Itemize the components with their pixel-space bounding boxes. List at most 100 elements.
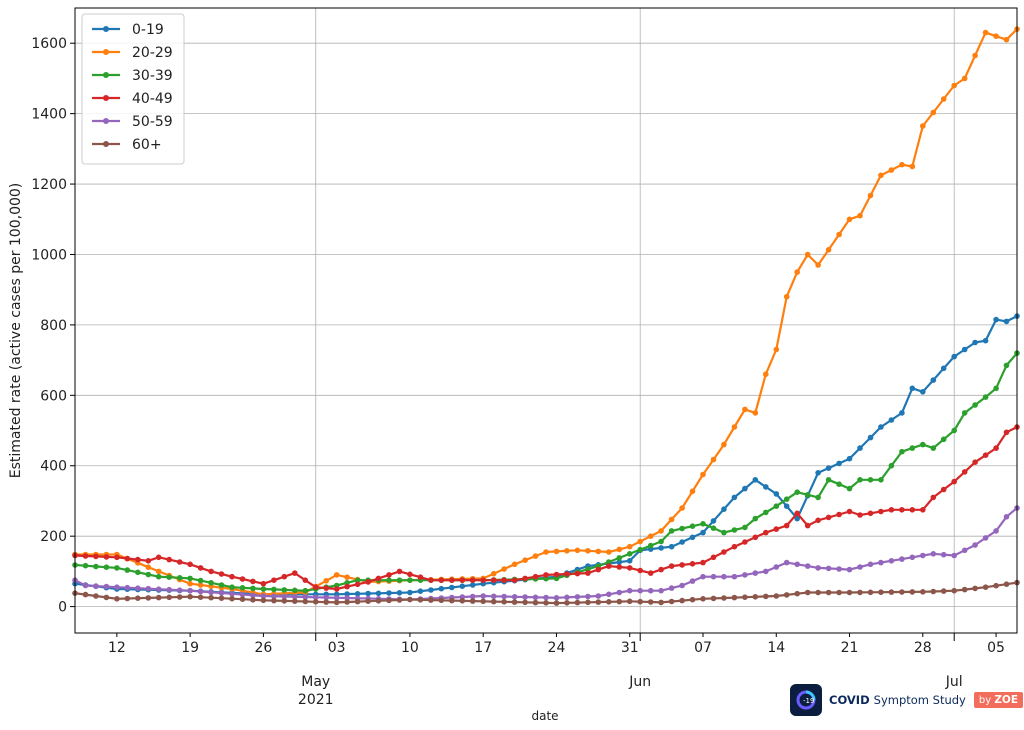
x-tick-label: 21 <box>841 640 859 656</box>
data-point <box>135 556 141 563</box>
data-point <box>522 557 528 563</box>
data-point <box>637 546 643 553</box>
data-point <box>616 589 623 596</box>
data-point <box>354 591 361 597</box>
data-point <box>250 592 256 599</box>
legend-marker <box>103 26 109 32</box>
data-point <box>857 589 863 596</box>
data-point <box>564 548 570 554</box>
data-point <box>668 543 675 550</box>
data-point <box>888 417 895 423</box>
data-point <box>281 598 288 604</box>
data-point <box>386 590 392 596</box>
data-point <box>407 596 413 603</box>
data-point <box>647 587 654 594</box>
data-point <box>951 587 957 594</box>
data-point <box>292 594 298 600</box>
data-point <box>218 582 225 588</box>
data-point <box>679 582 685 589</box>
data-point <box>731 573 738 580</box>
data-point <box>867 510 874 517</box>
data-point <box>82 562 89 569</box>
data-point <box>742 539 748 545</box>
data-point <box>637 538 643 545</box>
data-point <box>867 434 874 441</box>
data-point <box>522 575 528 582</box>
data-point <box>323 599 330 605</box>
data-point <box>626 598 633 605</box>
data-point <box>867 477 874 483</box>
data-point <box>145 558 152 564</box>
data-point <box>763 568 769 575</box>
data-point <box>333 595 340 601</box>
data-point <box>899 161 905 168</box>
data-point <box>354 598 361 605</box>
data-point <box>972 339 978 346</box>
data-point <box>239 591 246 598</box>
x-tick-label: 31 <box>621 640 639 656</box>
data-point <box>721 595 727 601</box>
data-point <box>815 470 821 476</box>
data-point <box>930 588 937 595</box>
data-point <box>407 589 413 596</box>
data-point <box>857 477 863 483</box>
data-point <box>543 594 549 601</box>
data-point <box>543 549 549 555</box>
data-point <box>197 582 204 588</box>
data-point <box>773 346 780 353</box>
data-point <box>961 547 968 554</box>
data-point <box>155 586 162 592</box>
data-point <box>606 549 612 555</box>
data-point <box>93 553 99 560</box>
data-point <box>888 167 895 173</box>
data-point <box>344 599 350 605</box>
data-point <box>250 585 256 592</box>
data-point <box>846 485 853 492</box>
data-point <box>794 515 800 522</box>
x-tick-label: 26 <box>254 640 272 656</box>
data-point <box>940 96 947 102</box>
data-point <box>166 586 172 593</box>
data-point <box>145 571 152 578</box>
data-point <box>1003 429 1010 436</box>
data-point <box>742 572 748 578</box>
data-point <box>804 563 811 569</box>
plot-frame <box>74 7 1018 634</box>
x-month-label: Jun <box>628 674 651 690</box>
data-point <box>187 561 193 568</box>
data-point <box>511 577 518 583</box>
data-point <box>867 561 874 568</box>
data-point <box>260 586 267 592</box>
data-point <box>218 595 225 601</box>
data-point <box>344 591 350 597</box>
legend-label: 40-49 <box>132 91 173 107</box>
data-point <box>993 316 999 323</box>
data-point <box>700 573 706 580</box>
data-point <box>438 577 445 583</box>
data-point <box>920 552 926 559</box>
data-point <box>103 594 110 601</box>
data-point <box>930 377 937 383</box>
data-point <box>1003 36 1010 43</box>
data-point <box>742 594 748 600</box>
x-axis-title: date <box>531 709 558 723</box>
legend-marker <box>103 72 109 78</box>
data-point <box>982 452 989 459</box>
data-point <box>763 529 769 536</box>
data-point <box>909 589 916 595</box>
data-point <box>344 574 350 580</box>
data-point <box>637 587 643 594</box>
data-point <box>365 590 371 597</box>
data-point <box>166 594 172 601</box>
data-point <box>930 494 937 501</box>
data-point <box>815 565 821 571</box>
data-point <box>710 595 717 602</box>
data-point <box>302 598 309 605</box>
data-point <box>208 580 214 586</box>
data-point <box>961 469 968 475</box>
data-point <box>658 528 664 534</box>
data-point <box>679 597 685 604</box>
data-point <box>930 109 937 116</box>
data-point <box>920 441 926 448</box>
data-point <box>197 588 204 595</box>
